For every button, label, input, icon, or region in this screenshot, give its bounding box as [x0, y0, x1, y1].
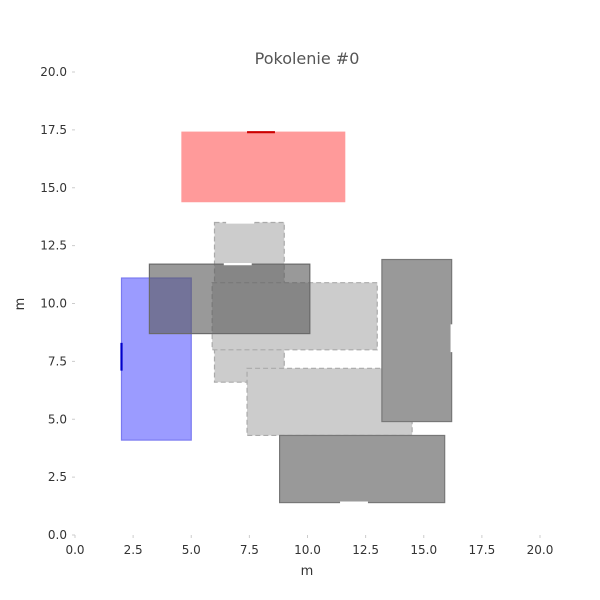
x-tick-label-1: 2.5 [124, 543, 143, 557]
y-tick-label-4: 10.0 [40, 297, 67, 311]
y-tick-label-1: 2.5 [48, 470, 67, 484]
room-rect-1 [181, 131, 346, 203]
y-tick-label-6: 15.0 [40, 181, 67, 195]
y-tick-label-7: 17.5 [40, 123, 67, 137]
x-axis-label: m [301, 564, 314, 579]
x-tick-label-3: 7.5 [240, 543, 259, 557]
chart-title: Pokolenie #0 [255, 49, 360, 68]
x-tick-label-8: 20.0 [527, 543, 554, 557]
x-tick-label-0: 0.0 [65, 543, 84, 557]
room-rect-8 [279, 434, 446, 504]
y-tick-label-0: 0.0 [48, 528, 67, 542]
room-rect-6 [148, 263, 311, 335]
axes: 0.0 2.5 5.0 7.5 10.0 12.5 15.0 17.5 20.0 0.0 2.5 5.… [40, 65, 553, 557]
x-tick-label-6: 15.0 [410, 543, 437, 557]
y-tick-label-2: 5.0 [48, 412, 67, 426]
rooms-layer [120, 131, 453, 504]
y-tick-label-8: 20.0 [40, 65, 67, 79]
x-tick-label-2: 5.0 [182, 543, 201, 557]
x-tick-label-5: 12.5 [352, 543, 379, 557]
y-axis-label: m [13, 298, 28, 311]
x-tick-label-4: 10.0 [294, 543, 321, 557]
y-tick-label-5: 12.5 [40, 239, 67, 253]
room-rect-7 [381, 258, 453, 423]
y-tick-label-3: 7.5 [48, 354, 67, 368]
x-tick-label-7: 17.5 [469, 543, 496, 557]
